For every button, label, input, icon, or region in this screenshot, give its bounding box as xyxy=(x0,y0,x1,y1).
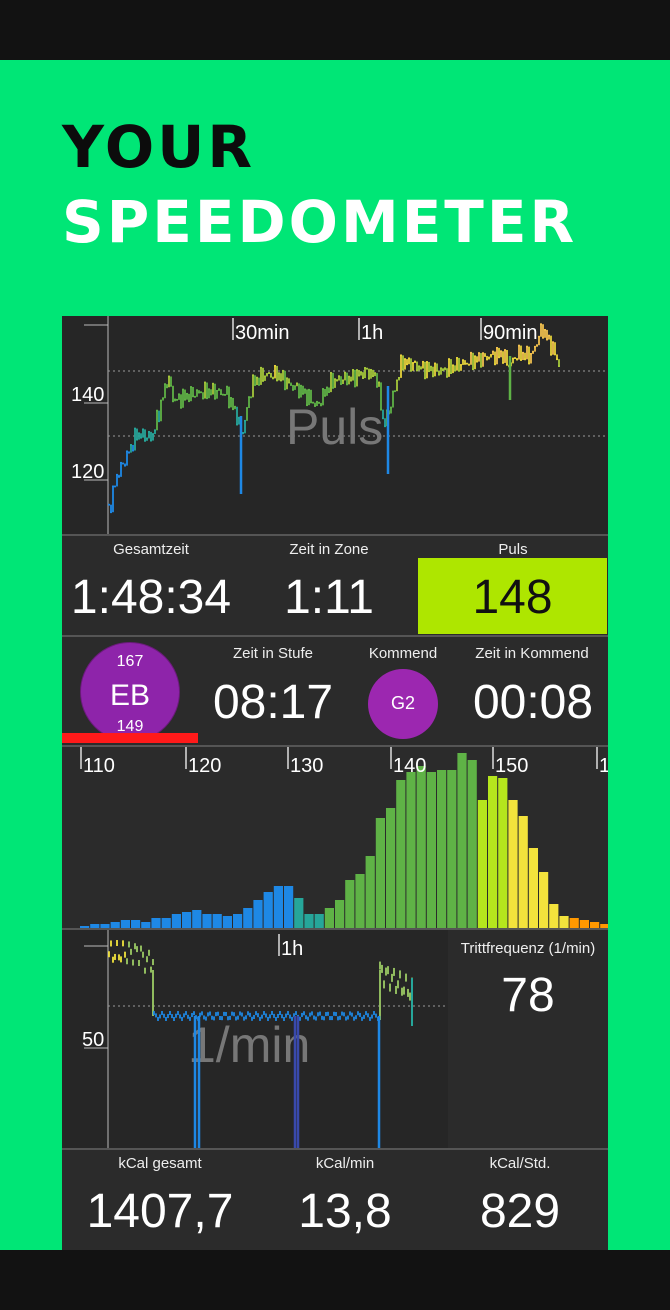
kcal-per-hour-label: kCal/Std. xyxy=(489,1155,551,1172)
pulse-histogram-panel: 110 120 130 140 150 1 xyxy=(62,745,608,930)
hist-tick-140: 140 xyxy=(393,755,426,777)
cadence-panel: 1h 50 1/min Trittfrequenz (1/min) 78 xyxy=(62,928,608,1150)
pulse-value-box: 148 xyxy=(418,558,607,634)
cadence-time-mark: 1h xyxy=(281,938,303,960)
stage-time-label: Zeit in Stufe xyxy=(232,645,314,662)
total-time-label: Gesamtzeit xyxy=(113,541,189,558)
headline-line-1: YOUR xyxy=(62,113,255,181)
hist-tick-150: 150 xyxy=(495,755,528,777)
next-time-value: 00:08 xyxy=(472,676,594,729)
pulse-histogram: 110 120 130 140 150 1 xyxy=(62,747,608,930)
total-time-value: 1:48:34 xyxy=(70,571,232,624)
kcal-row: kCal gesamt 1407,7 kCal/min 13,8 kCal/St… xyxy=(62,1148,608,1252)
stage-badge-label: EB xyxy=(109,679,151,712)
kcal-per-min-value: 13,8 xyxy=(298,1185,392,1238)
hist-tick-160: 1 xyxy=(599,755,608,777)
next-stage-badge[interactable]: G2 xyxy=(368,669,438,739)
next-time-label: Zeit in Kommend xyxy=(475,645,589,662)
time-mark-1h: 1h xyxy=(361,322,383,344)
navigation-bar xyxy=(0,1250,670,1310)
pulse-value: 148 xyxy=(472,571,553,624)
kcal-total-value: 1407,7 xyxy=(86,1185,234,1238)
y-tick-140: 140 xyxy=(71,384,104,406)
zone-time-value: 1:11 xyxy=(284,571,374,624)
pulse-chart: 30min 1h 90min 140 120 Puls xyxy=(71,316,608,534)
cadence-chart: 1h 50 1/min xyxy=(82,930,448,1150)
zone-time-label: Zeit in Zone xyxy=(289,541,369,558)
cadence-trace xyxy=(108,940,413,1148)
cadence-label: Trittfrequenz (1/min) xyxy=(460,940,596,957)
kcal-total-label: kCal gesamt xyxy=(118,1155,202,1172)
status-bar xyxy=(0,0,670,60)
pulse-chart-panel: 30min 1h 90min 140 120 Puls xyxy=(62,316,608,534)
stats-row-time: Gesamtzeit 1:48:34 Zeit in Zone 1:11 Pul… xyxy=(62,534,608,636)
hist-tick-120: 120 xyxy=(188,755,221,777)
pulse-watermark: Puls xyxy=(286,399,383,455)
histogram-bars xyxy=(80,753,608,928)
next-stage-label: Kommend xyxy=(368,645,438,662)
hist-tick-130: 130 xyxy=(290,755,323,777)
time-mark-90min: 90min xyxy=(483,322,537,344)
stage-time-value: 08:17 xyxy=(212,676,334,729)
stage-progress-bar xyxy=(62,733,198,743)
cadence-readout: Trittfrequenz (1/min) 78 xyxy=(448,930,608,1150)
stage-badge-min: 149 xyxy=(116,718,144,735)
y-tick-120: 120 xyxy=(71,461,104,483)
cadence-watermark: 1/min xyxy=(188,1017,310,1073)
cadence-value: 78 xyxy=(501,969,555,1022)
stage-badge-max: 167 xyxy=(116,653,144,670)
hist-tick-110: 110 xyxy=(83,755,115,777)
pulse-trace xyxy=(108,323,560,514)
stage-row: 167 EB 149 Zeit in Stufe 08:17 Kommend G… xyxy=(62,635,608,747)
time-mark-30min: 30min xyxy=(235,322,289,344)
headline-line-2: SPEEDOMETER xyxy=(62,188,578,256)
kcal-per-hour-value: 829 xyxy=(479,1185,561,1238)
kcal-per-min-label: kCal/min xyxy=(315,1155,375,1172)
cadence-y-tick-50: 50 xyxy=(82,1029,104,1051)
stage-badge[interactable]: 167 EB 149 xyxy=(80,642,180,742)
next-stage-badge-label: G2 xyxy=(390,693,415,713)
pulse-label: Puls xyxy=(498,541,528,558)
